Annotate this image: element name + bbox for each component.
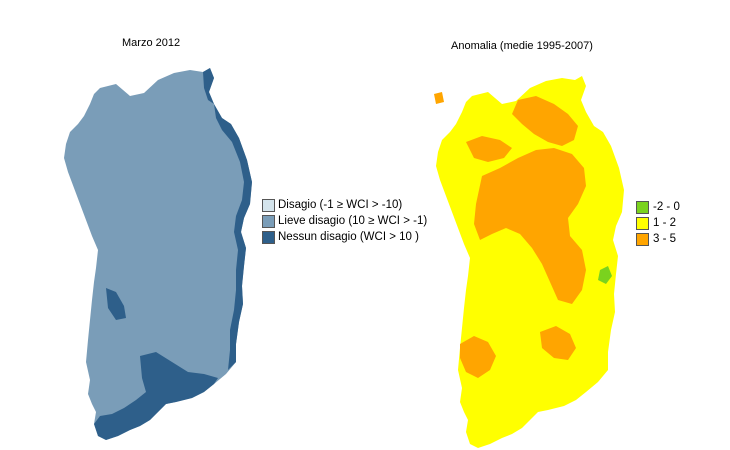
map-title-right: Anomalia (medie 1995-2007): [451, 40, 593, 52]
map-left: [64, 68, 252, 440]
legend-item-nessun-disagio: Nessun disagio (WCI > 10 ): [262, 229, 427, 245]
legend-item-range-neg2-0: -2 - 0: [636, 199, 680, 215]
hot-zone-north: [512, 96, 578, 146]
coast-zone-south: [94, 352, 218, 440]
coast-zone-east: [214, 104, 252, 370]
legend-label: 3 - 5: [653, 233, 677, 245]
map-title-left: Marzo 2012: [122, 37, 181, 49]
coast-zone-north: [203, 68, 214, 104]
legend-swatch: [636, 232, 649, 246]
legend-label: 1 - 2: [653, 217, 677, 229]
island-shape-right: [436, 76, 624, 448]
hot-zone-southeast: [540, 326, 576, 360]
legend-item-lieve-disagio: Lieve disagio (10 ≥ WCI > -1): [262, 213, 427, 229]
legend-swatch: [636, 200, 649, 214]
legend-label: Disagio (-1 ≥ WCI > -10): [278, 199, 403, 211]
legend-right: -2 - 0 1 - 2 3 - 5: [636, 199, 680, 247]
legend-item-range-1-2: 1 - 2: [636, 215, 680, 231]
legend-swatch: [262, 214, 275, 228]
legend-swatch: [636, 216, 649, 230]
legend-left: Disagio (-1 ≥ WCI > -10) Lieve disagio (…: [262, 197, 427, 245]
cool-zone-east: [598, 266, 612, 284]
legend-label: Nessun disagio (WCI > 10 ): [278, 231, 419, 243]
legend-item-range-3-5: 3 - 5: [636, 231, 680, 247]
legend-label: -2 - 0: [653, 201, 680, 213]
hot-zone-northtip: [434, 92, 444, 104]
legend-swatch: [262, 230, 275, 244]
coast-zone-west: [106, 288, 126, 320]
legend-item-disagio: Disagio (-1 ≥ WCI > -10): [262, 197, 427, 213]
legend-label: Lieve disagio (10 ≥ WCI > -1): [278, 215, 428, 227]
hot-zone-northwest: [466, 136, 512, 162]
hot-zone-southwest: [460, 336, 496, 378]
map-right: [434, 76, 624, 448]
hot-zone-center: [474, 148, 586, 304]
legend-swatch: [262, 198, 275, 212]
